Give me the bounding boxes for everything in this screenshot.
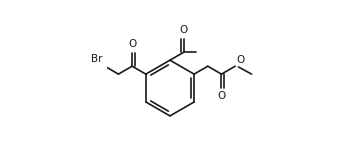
Text: O: O xyxy=(236,55,244,65)
Text: O: O xyxy=(128,39,136,49)
Text: Br: Br xyxy=(91,54,103,64)
Text: O: O xyxy=(179,25,188,35)
Text: O: O xyxy=(217,91,226,101)
